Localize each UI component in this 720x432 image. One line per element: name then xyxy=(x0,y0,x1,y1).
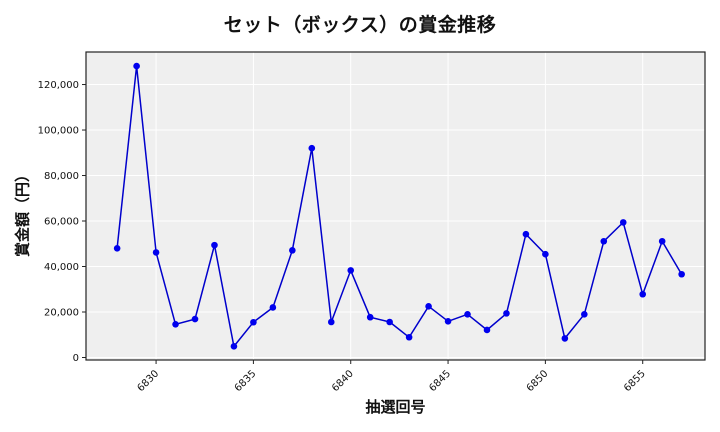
y-tick-label: 0 xyxy=(73,353,79,364)
data-point xyxy=(658,237,666,245)
data-point xyxy=(386,318,393,326)
plot-frame xyxy=(85,51,706,361)
x-tick-label: 6840 xyxy=(330,368,356,394)
y-axis-ticks: 0 20,000 40,000 60,000 80,000 100,000 120,000 xyxy=(38,80,86,364)
data-point xyxy=(561,335,569,342)
data-point xyxy=(211,241,218,249)
plot-area xyxy=(86,52,705,360)
y-tick-label: 120,000 xyxy=(38,80,79,91)
y-tick-label: 40,000 xyxy=(44,262,79,273)
grid-lines xyxy=(86,52,705,360)
data-point xyxy=(639,290,647,298)
data-point xyxy=(250,318,257,326)
data-point xyxy=(347,267,355,274)
data-point xyxy=(581,310,588,318)
data-point xyxy=(425,303,432,310)
y-tick-label: 80,000 xyxy=(44,171,79,182)
data-point xyxy=(464,310,471,318)
data-point xyxy=(269,304,277,311)
data-series xyxy=(113,62,685,350)
y-tick-label: 20,000 xyxy=(44,308,79,319)
data-point xyxy=(289,247,296,254)
data-point xyxy=(619,219,627,226)
data-point xyxy=(308,144,316,152)
y-tick-label: 100,000 xyxy=(38,126,79,137)
data-point xyxy=(113,245,121,252)
x-tick-label: 6845 xyxy=(427,368,453,394)
data-point xyxy=(600,237,608,245)
data-point xyxy=(483,326,491,334)
x-axis-label: 抽選回号 xyxy=(365,398,426,416)
data-point xyxy=(133,62,140,70)
data-point xyxy=(503,310,510,317)
x-axis-ticks: 6830 6835 6840 6845 6850 6855 xyxy=(135,360,648,394)
data-point xyxy=(405,333,413,341)
data-point xyxy=(522,230,530,238)
data-point xyxy=(327,318,335,326)
x-tick-label: 6835 xyxy=(233,368,259,394)
data-point xyxy=(366,313,374,321)
data-point xyxy=(152,249,160,256)
chart-title: セット（ボックス）の賞金推移 xyxy=(223,14,497,36)
data-point xyxy=(678,270,685,278)
y-tick-label: 60,000 xyxy=(44,217,79,228)
data-point xyxy=(444,318,452,325)
x-tick-label: 6830 xyxy=(135,368,161,394)
data-point xyxy=(191,315,199,323)
data-point xyxy=(230,343,238,350)
data-point xyxy=(542,250,549,258)
data-point xyxy=(172,320,179,328)
x-tick-label: 6855 xyxy=(622,368,648,394)
x-tick-label: 6850 xyxy=(525,368,551,394)
series-line xyxy=(116,66,683,349)
